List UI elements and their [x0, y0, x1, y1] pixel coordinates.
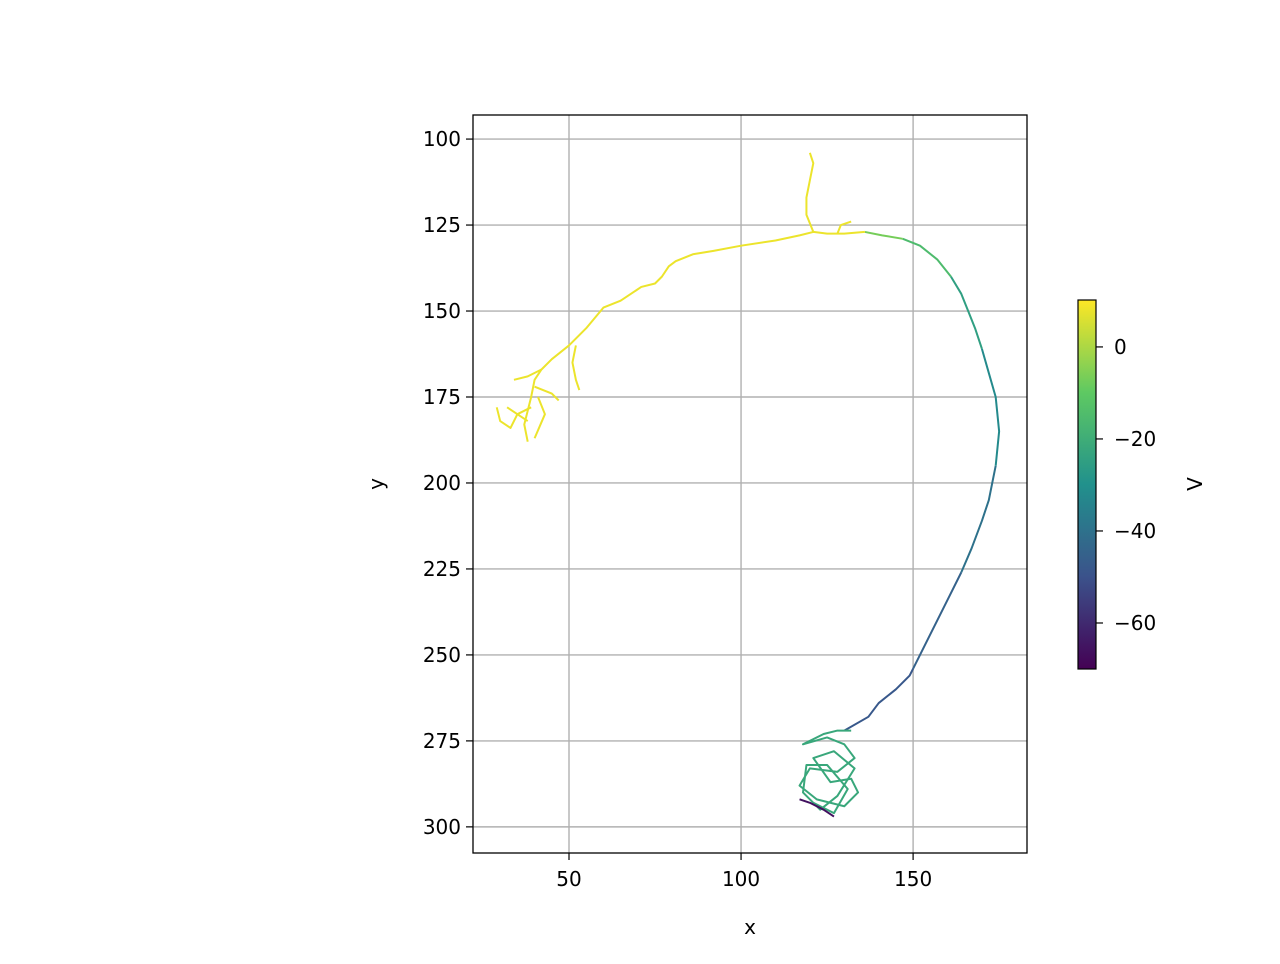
neurite-segment	[798, 729, 860, 815]
neurite-segment	[843, 668, 914, 732]
neurite-segment	[571, 345, 581, 391]
y-axis-label: y	[364, 478, 388, 490]
x-tick-label: 150	[894, 867, 932, 891]
y-tick-label: 175	[423, 385, 461, 409]
colorbar-label: V	[1183, 477, 1207, 491]
colorbar-tick-label: −20	[1114, 427, 1156, 451]
y-tick-label: 150	[423, 299, 461, 323]
neurite-segment	[506, 406, 529, 422]
neurite-segment	[960, 465, 997, 573]
y-tick-label: 100	[423, 127, 461, 151]
x-tick-label: 50	[556, 867, 581, 891]
neurite-segment	[912, 571, 963, 670]
y-tick-label: 300	[423, 815, 461, 839]
neurite-segment	[836, 220, 852, 235]
y-tick-label: 200	[423, 471, 461, 495]
colorbar-tick-label: −40	[1114, 519, 1156, 543]
neurite-segment	[534, 385, 560, 402]
neurite-segment	[864, 230, 903, 240]
neurite-segment	[805, 152, 815, 233]
neurite-segment	[950, 276, 983, 350]
colorbar-tick-label: 0	[1114, 335, 1127, 359]
y-tick-label: 125	[423, 213, 461, 237]
colorbar-tick-label: −60	[1114, 611, 1156, 635]
neurite-segment	[799, 798, 835, 818]
y-tick-label: 275	[423, 729, 461, 753]
x-axis-label: x	[744, 915, 756, 939]
neurite-segment	[902, 237, 952, 278]
x-tick-label: 100	[722, 867, 760, 891]
neurite-segment	[523, 230, 866, 442]
axes-frame	[472, 114, 1028, 854]
neurite-segment	[533, 396, 546, 439]
y-tick-label: 250	[423, 643, 461, 667]
colorbar	[1077, 299, 1097, 670]
y-tick-label: 225	[423, 557, 461, 581]
neurite-segment	[980, 348, 1001, 466]
neurite-segment	[513, 368, 542, 381]
neurite-segment	[495, 406, 532, 429]
